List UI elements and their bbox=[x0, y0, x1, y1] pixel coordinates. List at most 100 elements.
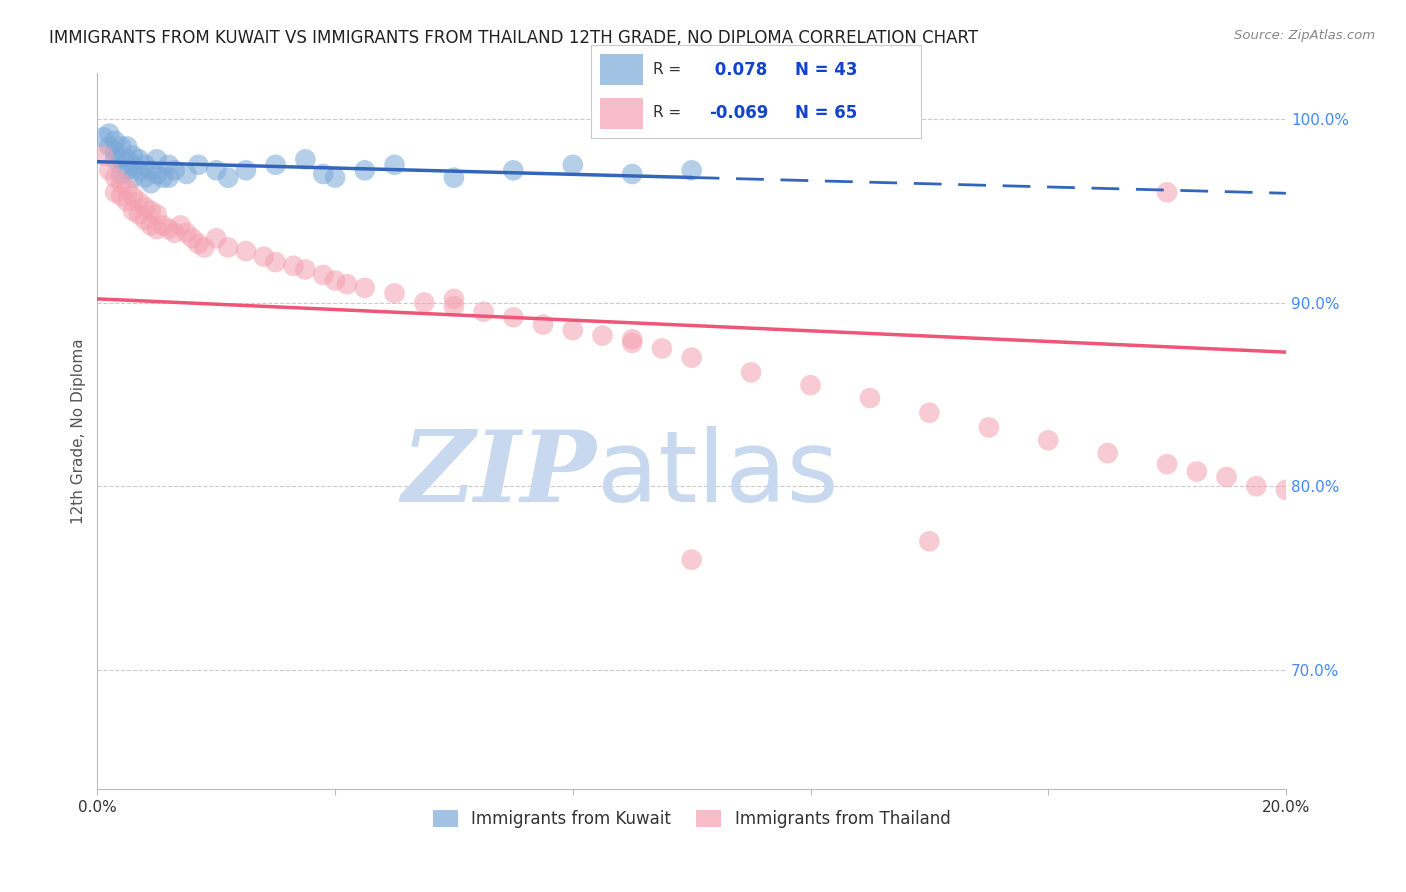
Point bbox=[146, 167, 169, 181]
Point bbox=[413, 295, 436, 310]
Point bbox=[98, 127, 121, 141]
Text: R =: R = bbox=[654, 105, 686, 120]
Text: IMMIGRANTS FROM KUWAIT VS IMMIGRANTS FROM THAILAND 12TH GRADE, NO DIPLOMA CORREL: IMMIGRANTS FROM KUWAIT VS IMMIGRANTS FRO… bbox=[49, 29, 979, 46]
Point bbox=[122, 158, 145, 172]
Point bbox=[193, 240, 215, 254]
Point bbox=[110, 139, 132, 153]
Point bbox=[110, 153, 132, 167]
Point bbox=[294, 262, 316, 277]
Point bbox=[264, 255, 287, 269]
Point bbox=[336, 277, 359, 292]
Point bbox=[561, 158, 583, 172]
Point bbox=[115, 194, 138, 209]
Point bbox=[146, 207, 169, 221]
Text: N = 65: N = 65 bbox=[796, 104, 858, 122]
Point bbox=[1215, 470, 1237, 484]
Point bbox=[163, 226, 186, 240]
Point bbox=[264, 158, 287, 172]
Point bbox=[472, 304, 495, 318]
Point bbox=[1156, 457, 1178, 471]
Point bbox=[681, 163, 703, 178]
Point bbox=[110, 189, 132, 203]
Point bbox=[235, 163, 257, 178]
Y-axis label: 12th Grade, No Diploma: 12th Grade, No Diploma bbox=[72, 338, 86, 524]
Point bbox=[128, 163, 150, 178]
Point bbox=[1097, 446, 1119, 460]
Point bbox=[859, 391, 882, 405]
Point bbox=[176, 167, 198, 181]
Point bbox=[98, 163, 121, 178]
Point bbox=[681, 351, 703, 365]
Point bbox=[918, 406, 941, 420]
Point bbox=[323, 170, 346, 185]
Point bbox=[561, 323, 583, 337]
Text: Source: ZipAtlas.com: Source: ZipAtlas.com bbox=[1234, 29, 1375, 42]
Point bbox=[621, 335, 644, 350]
Point bbox=[1185, 465, 1208, 479]
Point bbox=[122, 203, 145, 218]
Point bbox=[283, 259, 305, 273]
Point bbox=[384, 286, 406, 301]
Point bbox=[98, 139, 121, 153]
Point bbox=[502, 163, 524, 178]
Point bbox=[353, 163, 375, 178]
Point bbox=[152, 170, 174, 185]
Point bbox=[104, 153, 127, 167]
Point bbox=[681, 552, 703, 566]
Point bbox=[443, 299, 465, 313]
Point bbox=[977, 420, 1000, 434]
Point bbox=[122, 189, 145, 203]
Point bbox=[235, 244, 257, 259]
Text: N = 43: N = 43 bbox=[796, 61, 858, 78]
Point bbox=[104, 134, 127, 148]
Point bbox=[122, 170, 145, 185]
Point bbox=[110, 176, 132, 190]
Legend: Immigrants from Kuwait, Immigrants from Thailand: Immigrants from Kuwait, Immigrants from … bbox=[426, 803, 957, 835]
Point bbox=[91, 130, 114, 145]
Point bbox=[115, 182, 138, 196]
Text: atlas: atlas bbox=[596, 425, 838, 523]
Point bbox=[104, 170, 127, 185]
Point bbox=[115, 139, 138, 153]
Point bbox=[157, 170, 180, 185]
Point bbox=[312, 167, 335, 181]
Point bbox=[128, 194, 150, 209]
Point bbox=[139, 203, 162, 218]
Point bbox=[1244, 479, 1267, 493]
Point bbox=[1275, 483, 1298, 497]
Text: ZIP: ZIP bbox=[402, 425, 596, 523]
Point bbox=[592, 328, 614, 343]
Point bbox=[443, 170, 465, 185]
Bar bbox=[600, 54, 644, 85]
Point bbox=[134, 158, 156, 172]
Point bbox=[104, 186, 127, 200]
Point bbox=[146, 153, 169, 167]
Point bbox=[115, 153, 138, 167]
Point bbox=[110, 167, 132, 181]
Point bbox=[187, 236, 209, 251]
Point bbox=[176, 226, 198, 240]
Point bbox=[918, 534, 941, 549]
Point bbox=[217, 240, 239, 254]
Point bbox=[502, 310, 524, 325]
Point bbox=[1038, 434, 1060, 448]
Point bbox=[169, 219, 191, 233]
Text: R =: R = bbox=[654, 62, 686, 78]
Point bbox=[621, 167, 644, 181]
Text: 0.078: 0.078 bbox=[710, 61, 768, 78]
Point bbox=[128, 207, 150, 221]
Point bbox=[134, 213, 156, 227]
Point bbox=[91, 148, 114, 162]
Point bbox=[134, 170, 156, 185]
Point bbox=[104, 145, 127, 159]
Point bbox=[205, 163, 228, 178]
Point bbox=[253, 250, 276, 264]
Point bbox=[115, 163, 138, 178]
Point bbox=[128, 153, 150, 167]
Point bbox=[181, 231, 204, 245]
Point bbox=[740, 365, 762, 379]
Point bbox=[139, 219, 162, 233]
Point bbox=[312, 268, 335, 282]
Point bbox=[323, 273, 346, 287]
Point bbox=[443, 292, 465, 306]
